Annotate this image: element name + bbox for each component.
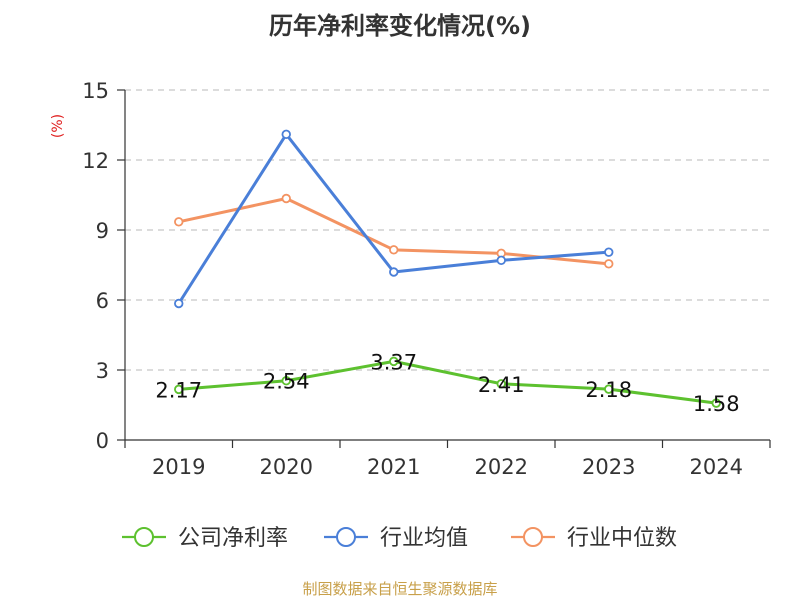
x-tick-label: 2019 [152,455,205,479]
x-tick-label: 2022 [475,455,528,479]
legend-label: 公司净利率 [178,526,288,551]
legend-marker [134,527,154,547]
y-tick-label: 9 [96,219,109,243]
y-tick-label: 0 [96,429,109,453]
data-labels: 2.17 2.54 3.37 2.41 2.18 1.58 [155,350,739,416]
x-tick-label: 2020 [260,455,313,479]
source-footer: 制图数据来自恒生聚源数据库 [302,580,497,598]
data-point [174,384,184,395]
data-point [496,379,506,389]
data-label: 3.37 [370,350,417,374]
x-tick-label: 2021 [367,455,420,479]
data-point [389,245,399,255]
data-point [496,255,506,266]
legend-marker [523,527,543,547]
chart-title: 历年净利率变化情况(%) [269,12,531,40]
data-point [711,398,721,408]
x-tick-label: 2024 [690,455,743,479]
legend-marker [336,527,356,547]
data-label: 2.41 [478,373,525,397]
legend-label: 行业均值 [380,526,468,551]
data-point [281,193,291,204]
data-point [389,356,399,367]
grid-lines [125,89,770,371]
legend[interactable]: 公司净利率 行业均值 行业中位数 [122,526,677,551]
series-line [178,359,717,405]
data-label: 2.17 [155,378,202,402]
data-point [174,217,184,227]
y-tick-label: 12 [82,149,109,173]
y-tick-label: 6 [96,289,109,313]
y-tick-label: 15 [82,79,109,103]
axes: 0 3 6 9 12 15 2019 2020 2021 2022 2023 2024 [82,79,771,479]
x-tick-label: 2023 [582,455,635,479]
data-point [281,129,291,140]
legend-label: 行业中位数 [567,526,677,551]
data-label: 1.58 [693,392,740,416]
data-point [174,298,184,309]
data-point [604,259,614,269]
data-label: 2.54 [263,370,310,394]
data-point [604,247,614,257]
data-label: 2.18 [585,378,632,402]
data-point [389,267,399,277]
y-tick-label: 3 [96,359,109,383]
data-point [604,384,614,394]
y-axis-label: (%) [50,114,66,138]
data-point [281,376,291,386]
series-layer [174,129,721,408]
